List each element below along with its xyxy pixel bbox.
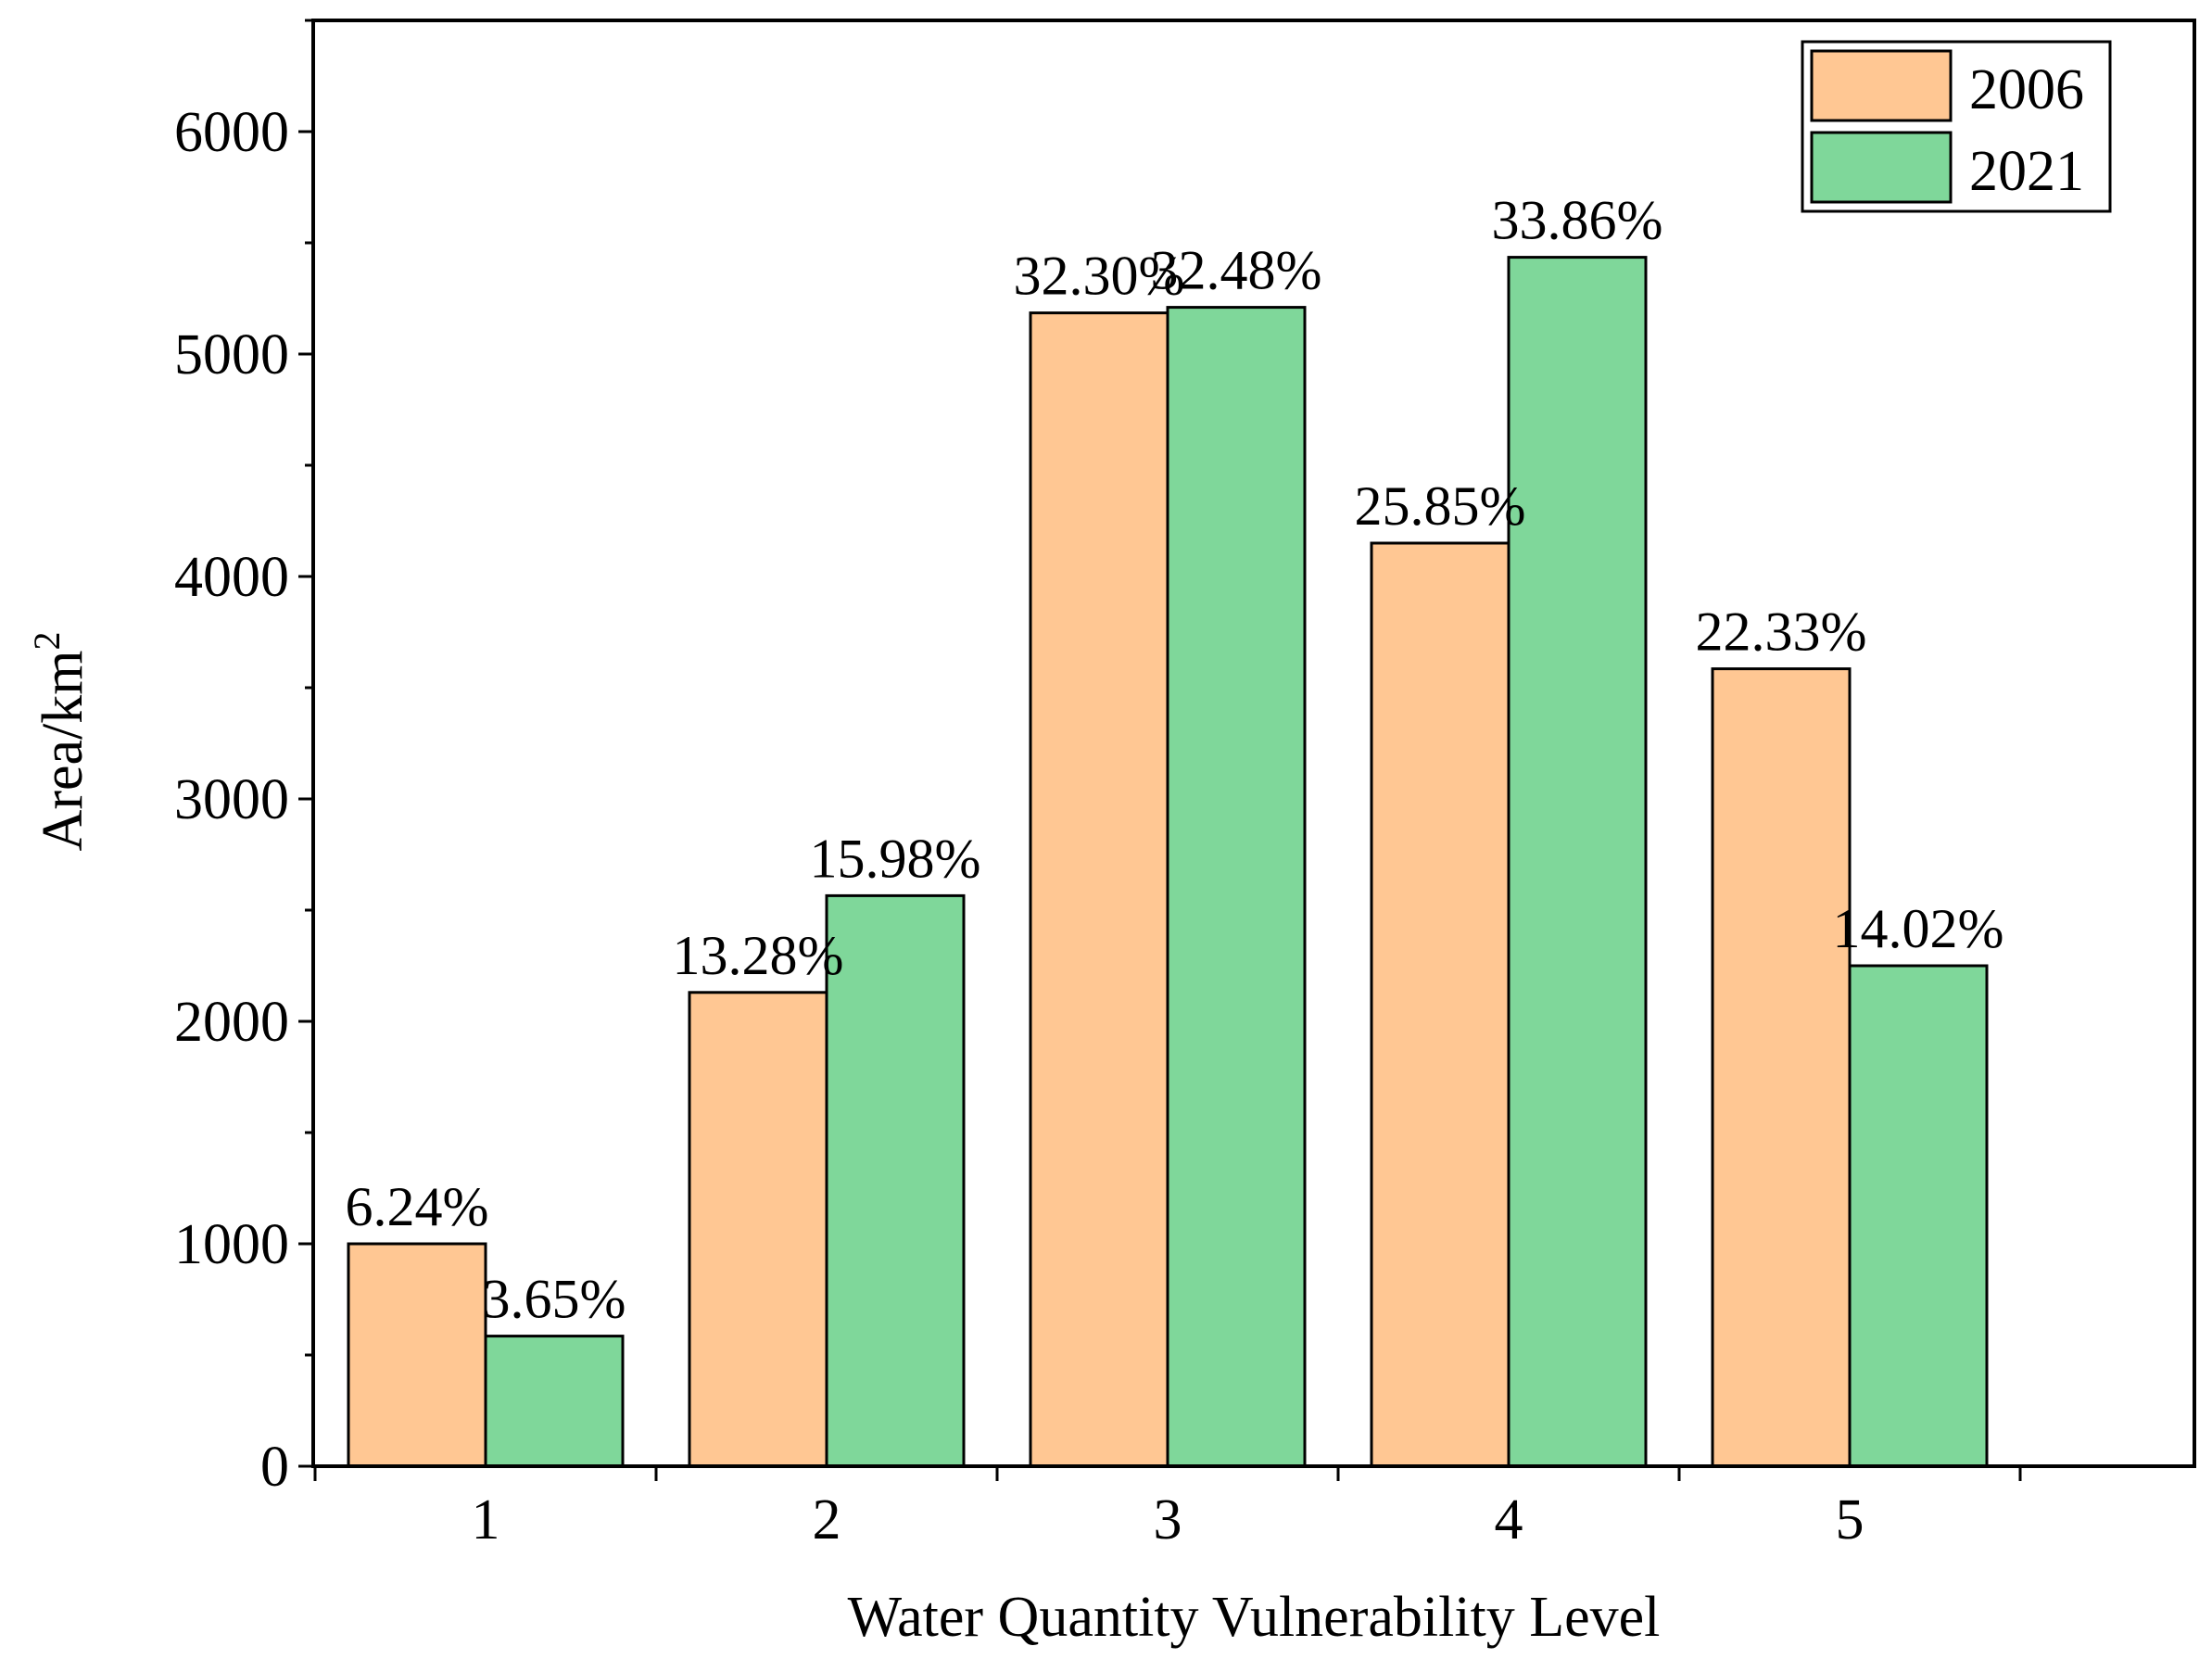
y-axis-label: Area/km2: [26, 632, 95, 852]
y-tick-label: 3000: [174, 768, 289, 831]
legend-swatch-2021: [1810, 131, 1953, 204]
bar-2021-level-2: [825, 893, 966, 1468]
bar-2006-level-1: [347, 1242, 487, 1468]
bar-2006-level-2: [688, 991, 828, 1468]
bar-label-2021-level-4: 33.86%: [1492, 190, 1663, 251]
bar-2021-level-4: [1507, 256, 1648, 1468]
bars-layer: [347, 256, 1989, 1468]
legend-label-2021: 2021: [1969, 140, 2084, 203]
y-tick-label: 0: [260, 1436, 289, 1499]
x-tick-label-5: 5: [1836, 1488, 1864, 1551]
bar-label-2006-level-1: 6.24%: [346, 1176, 489, 1237]
y-axis: 0 1000 2000 3000 4000 5000 6000: [174, 19, 313, 1499]
bar-2021-level-3: [1166, 306, 1307, 1468]
bar-2006-level-4: [1370, 541, 1510, 1468]
legend-swatch-2006: [1810, 49, 1953, 122]
x-tick-label-4: 4: [1495, 1488, 1523, 1551]
bar-label-2006-level-5: 22.33%: [1696, 602, 1867, 663]
bar-label-2021-level-5: 14.02%: [1833, 898, 2004, 959]
plot-frame: [311, 19, 2196, 1468]
bar-label-2006-level-4: 25.85%: [1355, 475, 1526, 537]
y-tick-label: 4000: [174, 546, 289, 609]
x-axis: 1 2 3 4 5: [313, 1466, 2022, 1551]
bar-label-2021-level-3: 32.48%: [1151, 240, 1322, 301]
x-tick-label-1: 1: [472, 1488, 500, 1551]
bar-label-2006-level-2: 13.28%: [673, 925, 844, 986]
legend-label-2006: 2006: [1969, 58, 2084, 121]
bar-labels-layer: 6.24% 3.65% 13.28% 15.98% 32.30%32.48% 25.85%…: [346, 190, 2004, 1330]
x-axis-label: Water Quantity Vulnerability Level: [848, 1586, 1661, 1649]
y-tick-label: 1000: [174, 1213, 289, 1276]
y-axis-label-superscript: 2: [26, 632, 68, 651]
y-axis-label-main: Area/km: [32, 651, 95, 852]
legend: 2006 2021: [1801, 40, 2112, 213]
y-tick-label: 6000: [174, 101, 289, 164]
x-tick-label-2: 2: [813, 1488, 841, 1551]
bar-2021-level-5: [1848, 964, 1989, 1468]
y-tick-label: 5000: [174, 323, 289, 386]
x-tick-label-3: 3: [1154, 1488, 1182, 1551]
bar-label-2021-level-2: 15.98%: [810, 828, 981, 889]
bar-2006-level-3: [1029, 311, 1169, 1468]
y-tick-label: 2000: [174, 991, 289, 1054]
bar-label-2021-level-1: 3.65%: [483, 1269, 626, 1330]
bar-2021-level-1: [484, 1335, 625, 1468]
bar-2006-level-5: [1711, 667, 1852, 1468]
bar-label-2006-level-3: 32.30%: [1014, 246, 1185, 307]
